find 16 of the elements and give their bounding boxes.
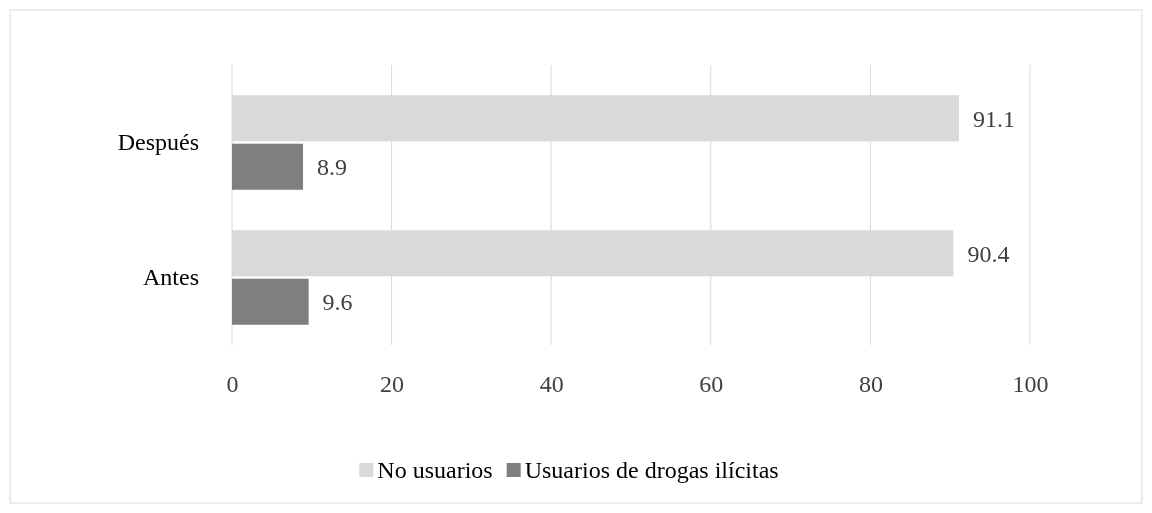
data-label: 9.6 [322, 289, 353, 316]
x-tick-label: 100 [1012, 370, 1049, 397]
x-tick-label: 60 [699, 370, 724, 397]
legend-label: Usuarios de drogas ilícitas [524, 457, 779, 484]
data-label: 90.4 [967, 240, 1010, 267]
y-tick-label: Antes [143, 264, 199, 291]
bar [232, 278, 309, 325]
y-tick-label: Después [117, 129, 199, 156]
x-tick-label: 80 [858, 370, 883, 397]
data-label: 91.1 [972, 105, 1015, 132]
legend-label: No usuarios [377, 457, 493, 484]
x-tick-label: 40 [539, 370, 564, 397]
data-label: 8.9 [317, 154, 348, 181]
bar [232, 143, 304, 190]
x-tick-label: 20 [380, 370, 405, 397]
x-tick-label: 0 [226, 370, 239, 397]
